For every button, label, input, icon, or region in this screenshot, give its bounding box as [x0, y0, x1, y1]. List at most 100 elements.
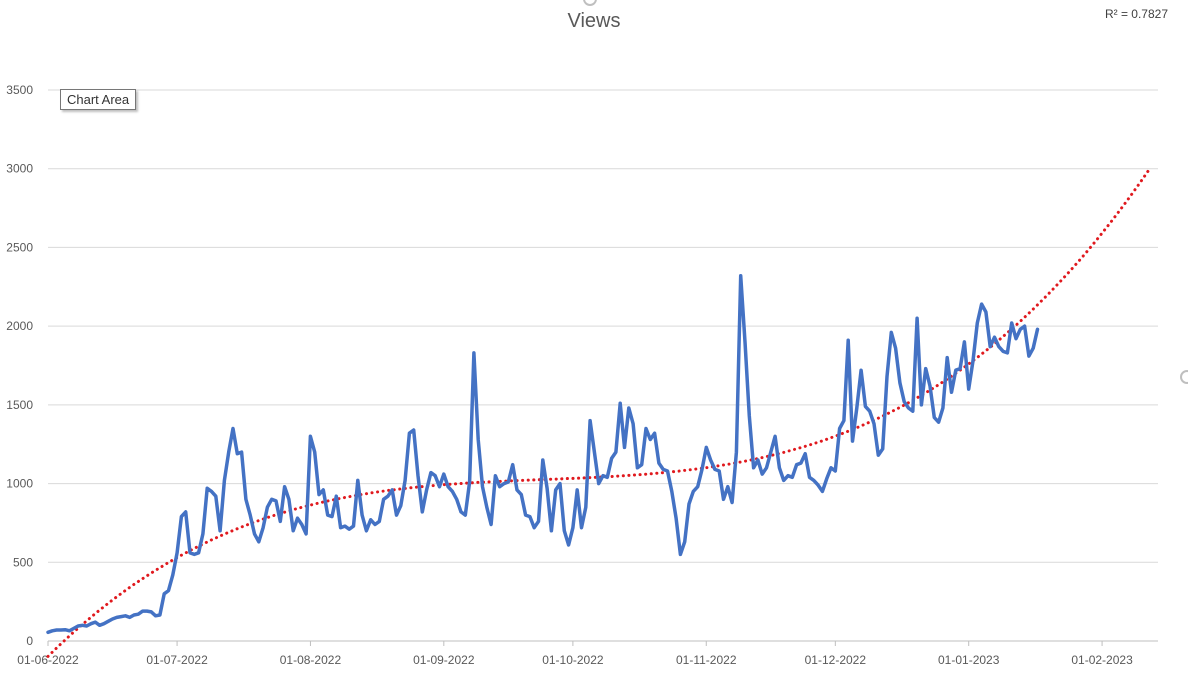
- trendline: [46, 167, 1151, 658]
- data-point: [946, 356, 949, 359]
- y-tick-label: 3500: [6, 83, 33, 97]
- data-point: [59, 629, 62, 632]
- data-point: [412, 429, 415, 432]
- data-point: [799, 462, 802, 465]
- x-tick-label: 01-08-2022: [280, 653, 342, 667]
- data-point: [950, 391, 953, 394]
- data-point: [735, 451, 738, 454]
- data-point: [550, 529, 553, 532]
- data-point: [111, 618, 114, 621]
- data-point: [756, 459, 759, 462]
- data-point: [657, 462, 660, 465]
- data-point: [343, 525, 346, 528]
- trendline-r-squared-label[interactable]: R² = 0.7827: [1104, 7, 1168, 21]
- data-point: [120, 615, 123, 618]
- data-point: [137, 613, 140, 616]
- data-point: [507, 481, 510, 484]
- data-point: [85, 625, 88, 628]
- data-point: [825, 477, 828, 480]
- data-point: [356, 479, 359, 482]
- data-point: [589, 419, 592, 422]
- data-point: [322, 488, 325, 491]
- data-point: [881, 447, 884, 450]
- data-point: [830, 466, 833, 469]
- data-point: [520, 493, 523, 496]
- data-point: [731, 501, 734, 504]
- data-point: [438, 485, 441, 488]
- data-point: [769, 451, 772, 454]
- data-point: [662, 468, 665, 471]
- data-point: [627, 407, 630, 410]
- data-point: [778, 466, 781, 469]
- data-point: [1006, 351, 1009, 354]
- data-point: [64, 628, 67, 631]
- data-point: [554, 488, 557, 491]
- data-point: [1023, 325, 1026, 328]
- y-tick-label: 1500: [6, 398, 33, 412]
- data-point: [524, 514, 527, 517]
- data-point: [399, 504, 402, 507]
- data-point: [240, 451, 243, 454]
- data-point: [408, 432, 411, 435]
- data-point: [713, 468, 716, 471]
- data-point: [860, 369, 863, 372]
- chart-resize-handle-right[interactable]: [1180, 370, 1188, 384]
- data-point: [855, 407, 858, 410]
- data-point: [929, 385, 932, 388]
- data-point: [967, 388, 970, 391]
- data-point: [468, 481, 471, 484]
- series-line: [46, 274, 1040, 635]
- data-point: [683, 540, 686, 543]
- data-point: [774, 435, 777, 438]
- data-point: [292, 529, 295, 532]
- data-point: [163, 592, 166, 595]
- data-point: [842, 419, 845, 422]
- data-point: [911, 410, 914, 413]
- data-point: [989, 345, 992, 348]
- data-point: [619, 402, 622, 405]
- data-point: [275, 499, 278, 502]
- data-point: [748, 414, 751, 417]
- data-point: [244, 498, 247, 501]
- data-point: [744, 340, 747, 343]
- data-point: [279, 520, 282, 523]
- data-point: [223, 479, 226, 482]
- data-point: [300, 523, 303, 526]
- data-point: [954, 369, 957, 372]
- y-tick-label: 500: [13, 555, 33, 569]
- y-tick-label: 1000: [6, 477, 33, 491]
- data-point: [481, 485, 484, 488]
- data-point: [675, 517, 678, 520]
- data-point: [257, 540, 260, 543]
- data-point: [447, 485, 450, 488]
- data-point: [537, 520, 540, 523]
- data-point: [361, 514, 364, 517]
- chart-title[interactable]: Views: [567, 10, 621, 32]
- data-point: [528, 515, 531, 518]
- data-point: [718, 470, 721, 473]
- data-point: [804, 452, 807, 455]
- data-point: [817, 484, 820, 487]
- data-point: [795, 463, 798, 466]
- data-point: [365, 529, 368, 532]
- data-point: [623, 446, 626, 449]
- data-point: [425, 488, 428, 491]
- y-tick-label: 3000: [6, 162, 33, 176]
- data-point: [606, 476, 609, 479]
- data-point: [653, 432, 656, 435]
- data-point: [417, 474, 420, 477]
- data-point: [907, 407, 910, 410]
- data-point: [645, 427, 648, 430]
- data-point: [959, 367, 962, 370]
- data-point: [210, 490, 213, 493]
- data-point: [761, 473, 764, 476]
- data-point: [563, 529, 566, 532]
- data-point: [206, 487, 209, 490]
- data-point: [318, 493, 321, 496]
- data-point: [68, 629, 71, 632]
- data-point: [253, 532, 256, 535]
- data-point: [692, 490, 695, 493]
- data-point: [490, 523, 493, 526]
